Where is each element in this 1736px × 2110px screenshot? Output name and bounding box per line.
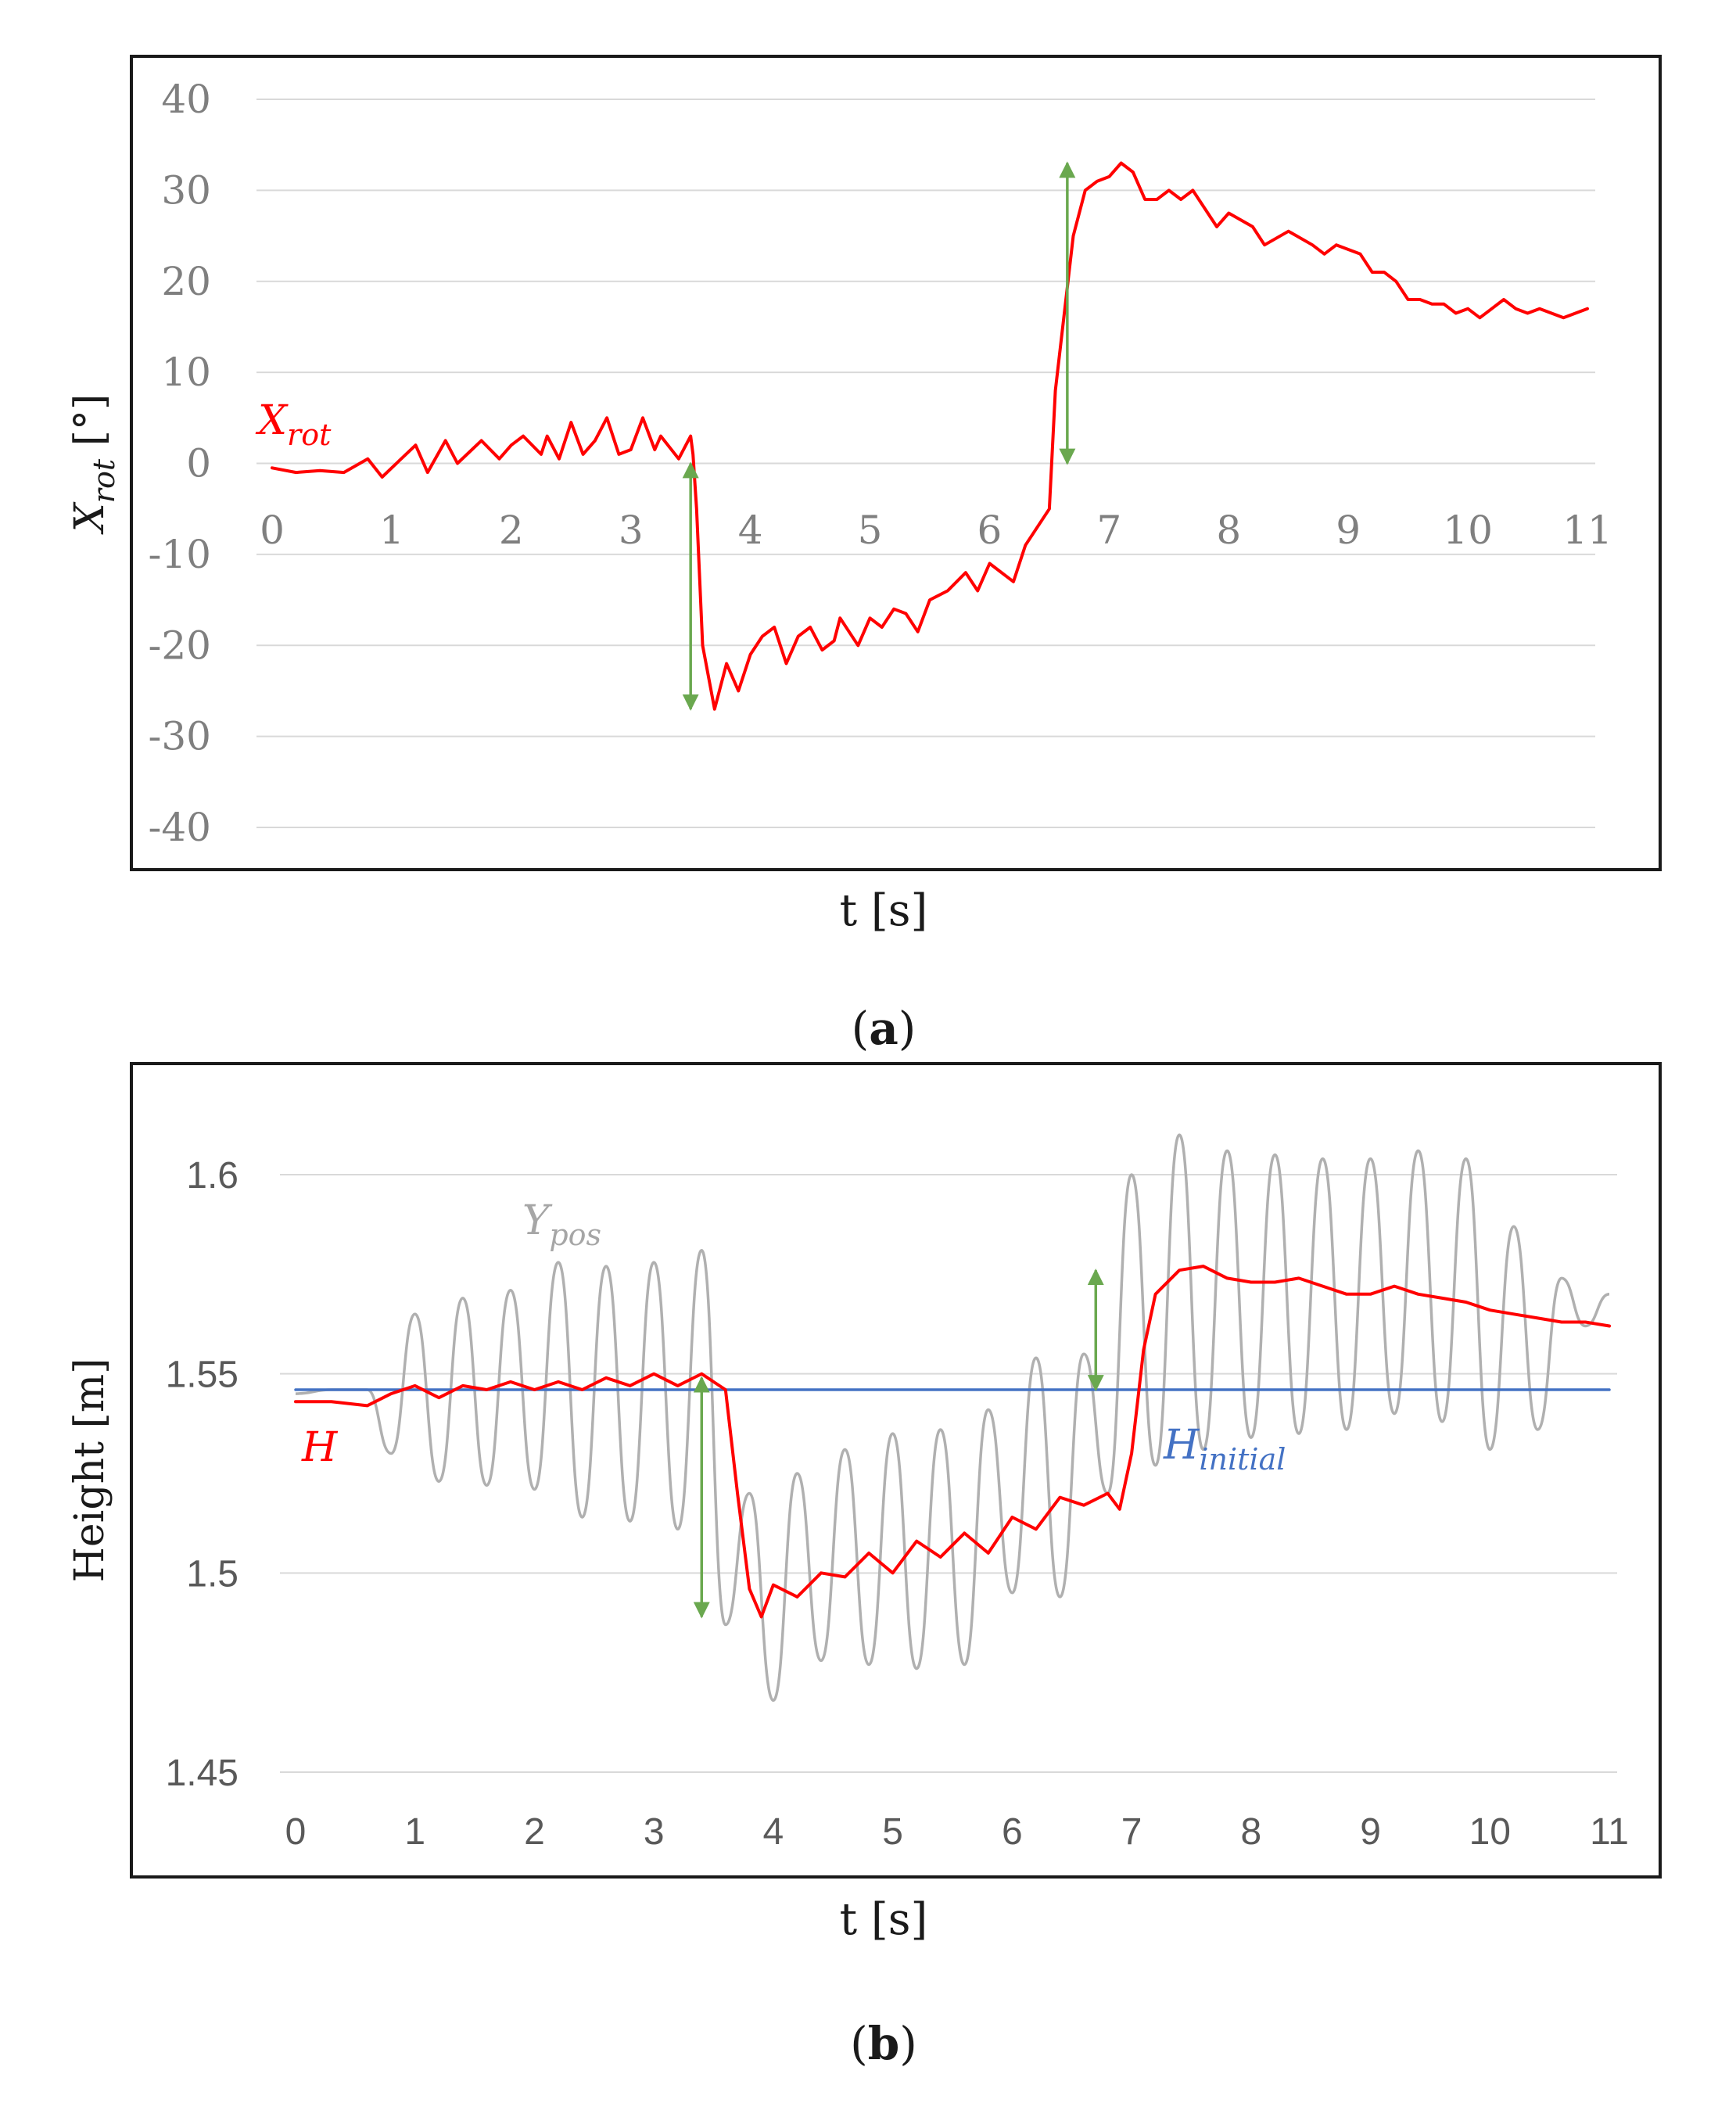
- chart-a-y-tick-label: -30: [148, 714, 211, 759]
- chart-b-gridlines: [280, 1174, 1617, 1773]
- chart-b-label-hinitial: Hinitial: [1163, 1422, 1286, 1477]
- chart-a-x-tick-label: 2: [499, 508, 524, 553]
- chart-b-y-tick-label: 1.45: [166, 1753, 239, 1794]
- chart-a-x-axis-label: t [s]: [840, 885, 928, 936]
- chart-a-y-tick-label: -20: [148, 623, 211, 668]
- chart-a-series-label: Xrot: [255, 397, 332, 452]
- chart-b-annotations: [693, 1269, 1104, 1619]
- chart-b-frame: [130, 1062, 1662, 1879]
- chart-b-y-tick-label: 1.5: [186, 1553, 239, 1595]
- chart-b-x-tick-label: 8: [1240, 1811, 1261, 1853]
- chart-a-x-tick-label: 8: [1216, 508, 1241, 553]
- chart-a-x-tick-label: 3: [619, 508, 644, 553]
- chart-b-y-tick-label: 1.55: [166, 1355, 239, 1396]
- chart-b-series: [294, 1133, 1611, 1703]
- chart-b-x-tick-label: 6: [1002, 1811, 1023, 1853]
- chart-b-x-tick-labels: 0 1 2 3 4 5 6 7 8 9 10 11: [285, 1811, 1629, 1853]
- chart-a-y-tick-label: -10: [148, 532, 211, 577]
- chart-b-x-tick-label: 11: [1590, 1811, 1629, 1853]
- chart-a-caption: (a): [852, 1002, 916, 1055]
- chart-a-series: [271, 161, 1589, 711]
- chart-b-series-h: [294, 1265, 1611, 1619]
- chart-a-x-tick-label: 1: [379, 508, 404, 553]
- chart-b-x-tick-label: 3: [644, 1811, 665, 1853]
- chart-a-x-tick-labels: 0 1 2 3 4 5 6 7 8 9 10 11: [260, 508, 1612, 553]
- chart-a-y-tick-label: 10: [161, 350, 211, 395]
- chart-a-x-tick-label: 5: [858, 508, 883, 553]
- chart-b-label-ypos: Ypos: [522, 1197, 601, 1252]
- chart-a-gridlines: [256, 99, 1595, 828]
- chart-a-y-tick-labels: 40 30 20 10 0 -10 -20 -30 -40: [148, 77, 211, 850]
- chart-a-y-axis-label: Xrot [°]: [66, 394, 121, 535]
- chart-b: 1.6 1.55 1.5 1.45 0 1 2 3 4 5 6 7 8 9 10 11 Ypos H Hin…: [66, 1062, 1662, 2070]
- chart-b-x-tick-label: 4: [763, 1811, 784, 1853]
- chart-a-x-tick-label: 6: [977, 508, 1003, 553]
- chart-b-label-h: H: [301, 1424, 339, 1471]
- chart-a-y-tick-label: 30: [161, 167, 211, 213]
- chart-a-y-tick-label: 40: [161, 77, 211, 122]
- chart-b-x-tick-label: 7: [1121, 1811, 1142, 1853]
- chart-a-annotations: [682, 161, 1076, 711]
- chart-a-x-tick-label: 7: [1096, 508, 1121, 553]
- chart-b-x-tick-label: 1: [404, 1811, 425, 1853]
- chart-a-series-x-rot: [271, 161, 1589, 711]
- chart-b-y-tick-label: 1.6: [186, 1155, 239, 1197]
- chart-a-x-tick-label: 0: [260, 508, 285, 553]
- chart-b-x-tick-label: 9: [1360, 1811, 1381, 1853]
- chart-a-y-tick-label: 20: [161, 259, 211, 304]
- chart-b-x-tick-label: 2: [524, 1811, 545, 1853]
- chart-a-x-tick-label: 10: [1443, 508, 1493, 553]
- chart-a-x-tick-label: 4: [738, 508, 763, 553]
- chart-a-y-tick-label: -40: [148, 805, 211, 850]
- chart-b-y-axis-label: Height [m]: [66, 1358, 113, 1583]
- chart-b-x-tick-label: 10: [1469, 1811, 1511, 1853]
- chart-b-x-axis-label: t [s]: [840, 1894, 928, 1945]
- chart-b-x-tick-label: 5: [882, 1811, 903, 1853]
- chart-a-y-tick-label: 0: [186, 441, 211, 486]
- chart-b-x-tick-label: 0: [285, 1811, 307, 1853]
- chart-a: 40 30 20 10 0 -10 -20 -30 -40 0 1 2 3 4 5 6 7 8 9 10 11 Xro…: [66, 55, 1662, 1055]
- chart-a-x-tick-label: 11: [1562, 508, 1612, 553]
- chart-b-y-tick-labels: 1.6 1.55 1.5 1.45: [166, 1155, 239, 1794]
- chart-b-caption: (b): [850, 2017, 917, 2070]
- chart-a-x-tick-label: 9: [1336, 508, 1361, 553]
